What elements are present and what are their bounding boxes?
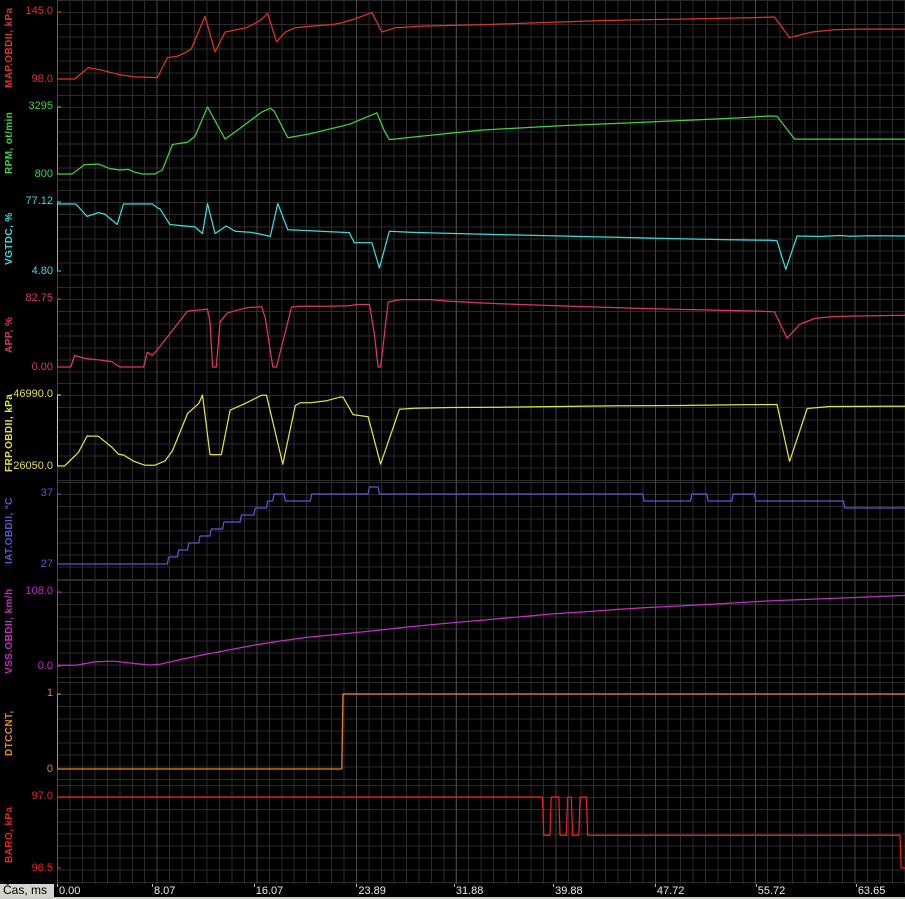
channel-pane-dtccnt: DTCCNT, 1 0 — [0, 682, 905, 785]
trace — [57, 298, 905, 368]
x-axis-tick-label: 23.89 — [358, 885, 386, 897]
channel-scale-min: 98.0 — [31, 73, 53, 85]
channel-scale-min: 0 — [46, 763, 53, 775]
x-axis-tick-label: 55.72 — [757, 885, 786, 897]
trace — [57, 202, 905, 271]
x-axis-tick-mark — [356, 884, 358, 887]
axis-bracket — [57, 106, 61, 175]
x-axis-tick-label: 0.00 — [59, 885, 81, 897]
x-axis-tick-mark — [453, 884, 455, 887]
channel-curve — [57, 298, 905, 368]
channel-curve — [57, 106, 905, 175]
channel-plot[interactable] — [57, 190, 905, 287]
axis-bracket — [57, 394, 61, 467]
channel-pane-app: APP, % 82.75 0.00 — [0, 287, 905, 383]
trace — [57, 796, 905, 869]
trace — [57, 693, 905, 770]
axis-bracket — [57, 11, 61, 80]
x-axis-tick-mark — [855, 884, 857, 887]
channel-plot[interactable] — [57, 287, 905, 383]
x-axis-ticks: 0.00 8.07 16.07 23.89 31.88 39.88 47.72 55.72 63… — [57, 884, 905, 897]
channel-scale-max: 108.0 — [25, 585, 53, 597]
axis-bracket — [57, 493, 61, 565]
channel-curve — [57, 796, 905, 869]
channel-scale-min: 0.00 — [31, 361, 53, 373]
axis-bracket — [57, 298, 61, 368]
channel-scale-max: 145.0 — [25, 5, 53, 17]
channel-plot[interactable] — [57, 95, 905, 190]
channel-pane-vss: VSS.OBDII, km/h 108.0 0.0 — [0, 580, 905, 682]
channel-curve — [57, 591, 905, 667]
channel-pane-iat: IAT.OBDII, °C 37 27 — [0, 482, 905, 580]
x-axis-tick-mark — [253, 884, 255, 887]
axis-bracket — [57, 693, 61, 770]
trace — [57, 106, 905, 175]
channel-curve — [57, 394, 905, 467]
channel-scale-max: 46990.0 — [13, 388, 53, 400]
channel-scale-max: 97.0 — [31, 790, 53, 802]
x-axis-tick-label: 16.07 — [255, 885, 284, 897]
channel-scale-max: 1 — [46, 687, 53, 699]
axis-bracket — [57, 591, 61, 667]
trace — [57, 12, 905, 80]
x-axis-unit-label: Čas, ms — [0, 884, 54, 897]
x-axis-tick-label: 47.72 — [656, 885, 685, 897]
channel-plot[interactable] — [57, 0, 905, 95]
x-axis-tick-label: 8.07 — [153, 885, 176, 897]
x-axis: Čas, ms 0.00 8.07 16.07 23.89 31.88 39.88 47.7… — [0, 884, 905, 899]
x-axis-tick-mark — [654, 884, 656, 887]
trace — [57, 594, 905, 666]
x-axis-tick-label: 31.88 — [455, 885, 484, 897]
channel-scale-min: 27 — [40, 558, 53, 570]
channel-scale-min: 26050.0 — [13, 460, 53, 472]
x-axis-tick-mark — [553, 884, 555, 887]
channel-curve — [57, 201, 905, 272]
channel-scale-min: 800 — [34, 168, 53, 180]
channel-pane-frp: FRP.OBDII, kPa 46990.0 26050.0 — [0, 383, 905, 482]
trace — [57, 394, 905, 467]
channel-plot[interactable] — [57, 383, 905, 482]
channel-plot[interactable] — [57, 682, 905, 785]
channel-scale-min: 0.0 — [37, 660, 53, 672]
channel-pane-baro: BARO, kPa 97.0 96.5 — [0, 785, 905, 884]
x-axis-tick-mark — [151, 884, 153, 887]
axis-bracket — [57, 796, 61, 869]
channel-scale-max: 77.12 — [25, 195, 53, 207]
channel-scale-min: 4.80 — [31, 265, 53, 277]
channel-plot[interactable] — [57, 482, 905, 580]
trace — [57, 486, 905, 565]
channel-scale-max: 82.75 — [25, 292, 53, 304]
x-axis-tick-mark — [57, 884, 58, 887]
axis-bracket — [57, 201, 61, 272]
channel-pane-map: MAP.OBDII, kPa 145.0 98.0 — [0, 0, 905, 95]
channel-pane-rpm: RPM, ot/min 3295 800 — [0, 95, 905, 190]
channel-curve — [57, 693, 905, 770]
channel-plot[interactable] — [57, 580, 905, 682]
channel-curve — [57, 11, 905, 80]
channel-curve — [57, 486, 905, 565]
channel-pane-vgtdc: VGTDC, % 77.12 4.80 — [0, 190, 905, 287]
channel-scale-max: 37 — [40, 487, 53, 499]
x-axis-tick-label: 39.88 — [555, 885, 583, 897]
channel-plot[interactable] — [57, 785, 905, 884]
x-axis-tick-mark — [755, 884, 757, 887]
x-axis-tick-label: 63.65 — [857, 885, 886, 897]
channel-scale-min: 96.5 — [31, 862, 53, 874]
channel-scale-max: 3295 — [28, 100, 53, 112]
